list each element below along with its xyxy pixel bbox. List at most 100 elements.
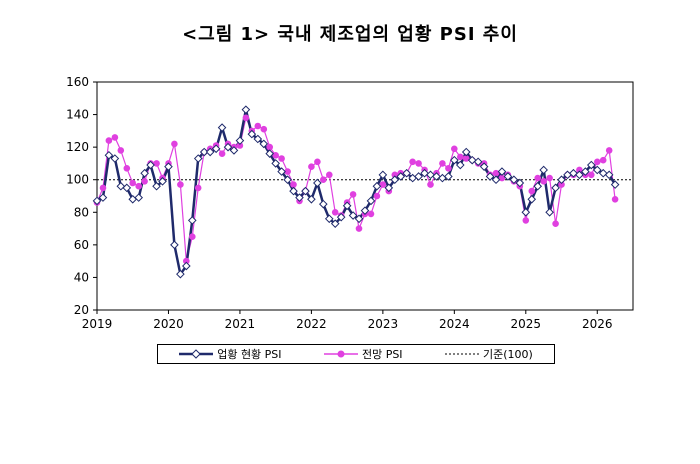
y-tick-label: 120 [66,140,89,154]
current-point [569,168,578,178]
legend: 업황 현황 PSI 전망 PSI 기준(100) [157,344,555,364]
current-point [140,168,149,178]
x-tick-label: 2026 [582,317,613,331]
current-point [253,134,263,144]
outlook-point [141,178,148,185]
current-point [324,214,334,224]
outlook-point [278,155,285,162]
x-tick-label: 2024 [439,317,470,331]
current-point [521,207,531,217]
outlook-point [153,160,160,167]
current-point [176,269,185,279]
current-point [170,240,179,250]
legend-label-current: 업황 현황 PSI [217,348,282,361]
outlook-point [290,181,297,188]
legend-label-outlook: 전망 PSI [361,348,403,361]
outlook-point [272,152,280,159]
current-point [193,154,203,163]
outlook-point [451,145,458,153]
current-point [461,147,471,157]
current-point [164,162,173,171]
current-point [604,170,614,180]
current-point [259,139,269,149]
current-point [110,154,120,163]
current-point [515,178,525,188]
x-tick-label: 2020 [153,317,184,331]
outlook-point [588,171,595,179]
current-point [509,175,519,185]
outlook-point [576,166,583,174]
current-point [479,162,489,171]
x-tick-label: 2025 [511,317,542,331]
current-point [396,172,406,181]
outlook-point [242,114,250,122]
current-point [247,129,257,139]
outlook-point [129,179,136,187]
current-point [598,168,608,178]
y-axis: 20 40 60 80 100 120 140 160 [66,75,97,317]
outlook-point [355,225,363,232]
current-point [211,144,221,154]
current-point [348,211,358,220]
legend-swatch-baseline-icon [444,353,479,355]
current-point [378,170,388,180]
outlook-point [135,182,142,190]
outlook-point [528,187,536,195]
outlook-point [189,233,196,240]
outlook-point [326,171,333,179]
current-point [241,105,251,114]
current-point [503,172,513,181]
outlook-point [540,178,547,185]
current-point [545,207,554,217]
current-point [467,155,477,165]
current-point [592,165,602,175]
current-point [551,183,560,193]
x-axis: 2019 2020 2021 2022 2023 2024 2025 2026 [82,310,613,331]
y-tick-label: 100 [66,173,89,187]
plot-area [96,81,634,311]
current-point [229,146,239,155]
current-point [372,181,382,191]
outlook-point [439,160,446,167]
current-point [330,219,340,228]
outlook-point [194,184,202,192]
outlook-point [409,158,416,166]
current-point [277,167,286,176]
current-point [426,170,435,180]
current-point [610,180,620,189]
current-point [533,181,543,191]
outlook-point [236,142,244,149]
current-point [539,165,548,175]
current-point [313,178,322,188]
outlook-point [266,143,274,151]
outlook-point [534,174,541,182]
current-point [158,177,167,186]
outlook-point [105,137,113,144]
outlook-point [594,158,601,166]
current-point [271,159,280,168]
current-point [301,186,310,196]
current-point [575,170,584,180]
current-point [402,168,411,178]
outlook-point [349,191,357,198]
legend-label-baseline: 기준(100) [482,348,533,361]
current-point [116,181,126,191]
current-point [307,194,316,204]
outlook-point [177,181,184,188]
current-point [527,194,537,204]
current-point [473,157,483,167]
outlook-point [546,174,553,182]
current-point [366,196,376,206]
current-point [491,175,501,185]
outlook-point [599,156,607,164]
legend-swatch-outlook-icon [323,350,358,358]
current-point [223,142,233,152]
current-point [104,150,114,160]
current-point [122,183,132,193]
series-line-current [96,108,617,276]
outlook-point [99,184,107,192]
outlook-point [117,147,125,154]
outlook-point [123,165,131,172]
outlook-point [522,217,530,224]
outlook-point [183,257,190,265]
